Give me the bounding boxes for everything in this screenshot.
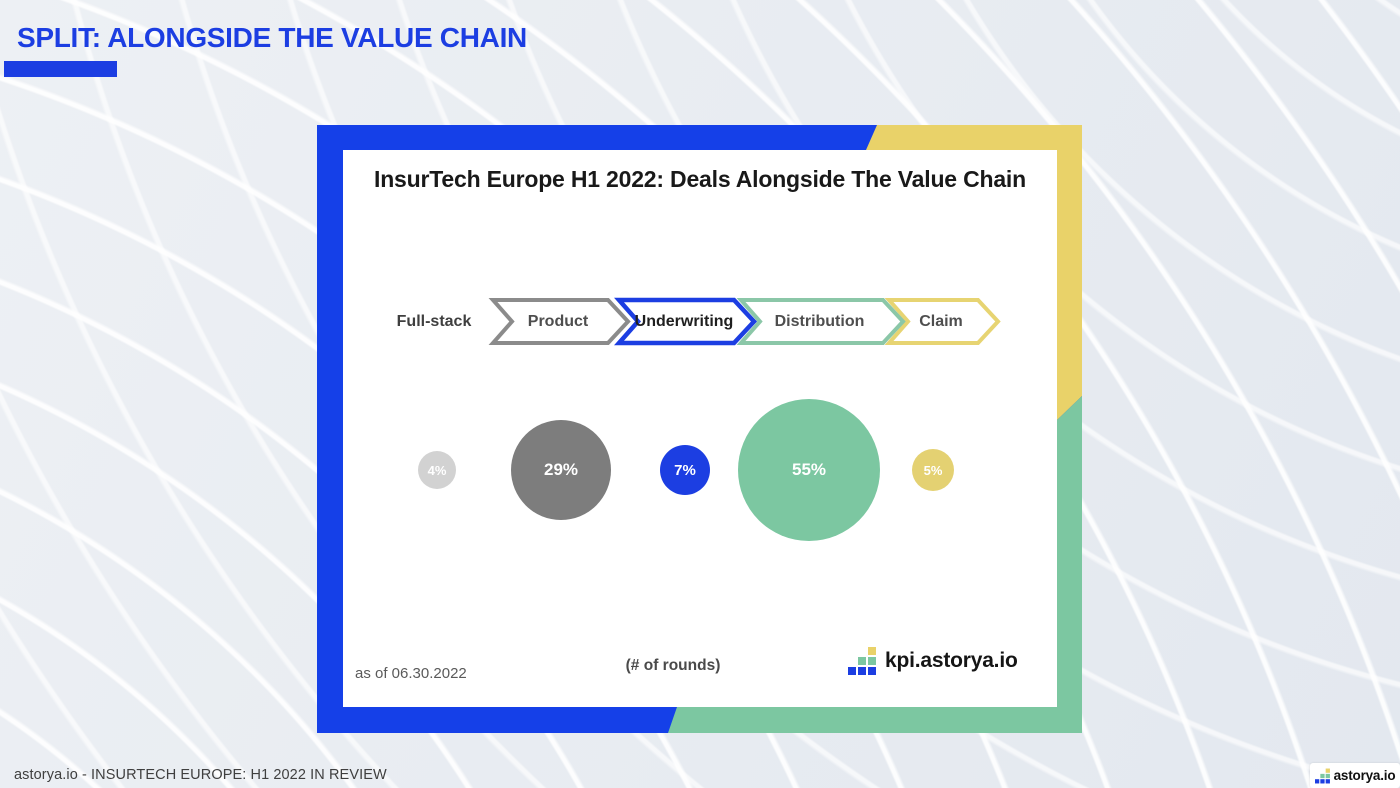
bubble-value: 4% xyxy=(427,462,447,478)
as-of-date: as of 06.30.2022 xyxy=(355,665,467,682)
bubble-value: 7% xyxy=(674,461,696,479)
stage-label: Product xyxy=(527,312,589,330)
chevron-shape xyxy=(488,298,631,345)
astorya-badge[interactable]: astorya.io xyxy=(1310,763,1400,788)
stage-label: Underwriting xyxy=(634,312,734,330)
kpi-logo-text: kpi.astorya.io xyxy=(885,649,1018,672)
bubble-full-stack: 4% xyxy=(418,451,456,489)
frame-yellow-band xyxy=(866,125,1082,421)
bar-chart-logo-icon xyxy=(1314,768,1330,783)
bubble-value: 5% xyxy=(923,462,943,478)
title-underline-bar xyxy=(4,61,117,77)
stage-arrow-distribution: Distribution xyxy=(736,298,906,345)
bubble-value: 55% xyxy=(791,460,827,479)
stage-label: Claim xyxy=(919,312,963,330)
stage-full-stack: Full-stack xyxy=(396,312,472,330)
kpi-astorya-logo: kpi.astorya.io xyxy=(848,646,1018,676)
rounds-note: (# of rounds) xyxy=(625,657,721,674)
chart-card-frame: InsurTech Europe H1 2022: Deals Alongsid… xyxy=(317,125,1082,733)
chart-title: InsurTech Europe H1 2022: Deals Alongsid… xyxy=(374,166,1026,192)
chevron-shape xyxy=(736,298,906,345)
badge-label: astorya.io xyxy=(1333,768,1396,783)
bubble-product: 29% xyxy=(511,420,611,520)
chevron-shape xyxy=(884,298,1001,345)
bubble-underwriting: 7% xyxy=(660,445,710,495)
stage-label: Distribution xyxy=(774,312,865,330)
bubble-value: 29% xyxy=(543,460,579,479)
stage-arrow-underwriting: Underwriting xyxy=(614,297,758,346)
bubble-claim: 5% xyxy=(912,449,954,491)
chevron-shape xyxy=(614,297,758,346)
stage-arrow-product: Product xyxy=(488,298,631,345)
stage-arrow-claim: Claim xyxy=(884,298,1001,345)
value-chain: Full-stack Product Underwriting xyxy=(343,297,1057,346)
bar-chart-logo-icon xyxy=(848,647,876,675)
chart-card: InsurTech Europe H1 2022: Deals Alongsid… xyxy=(343,150,1057,707)
page-title: SPLIT: ALONGSIDE THE VALUE CHAIN xyxy=(17,22,527,53)
slide-footer-text: astorya.io - INSURTECH EUROPE: H1 2022 I… xyxy=(14,767,387,783)
bubble-distribution: 55% xyxy=(738,399,880,541)
